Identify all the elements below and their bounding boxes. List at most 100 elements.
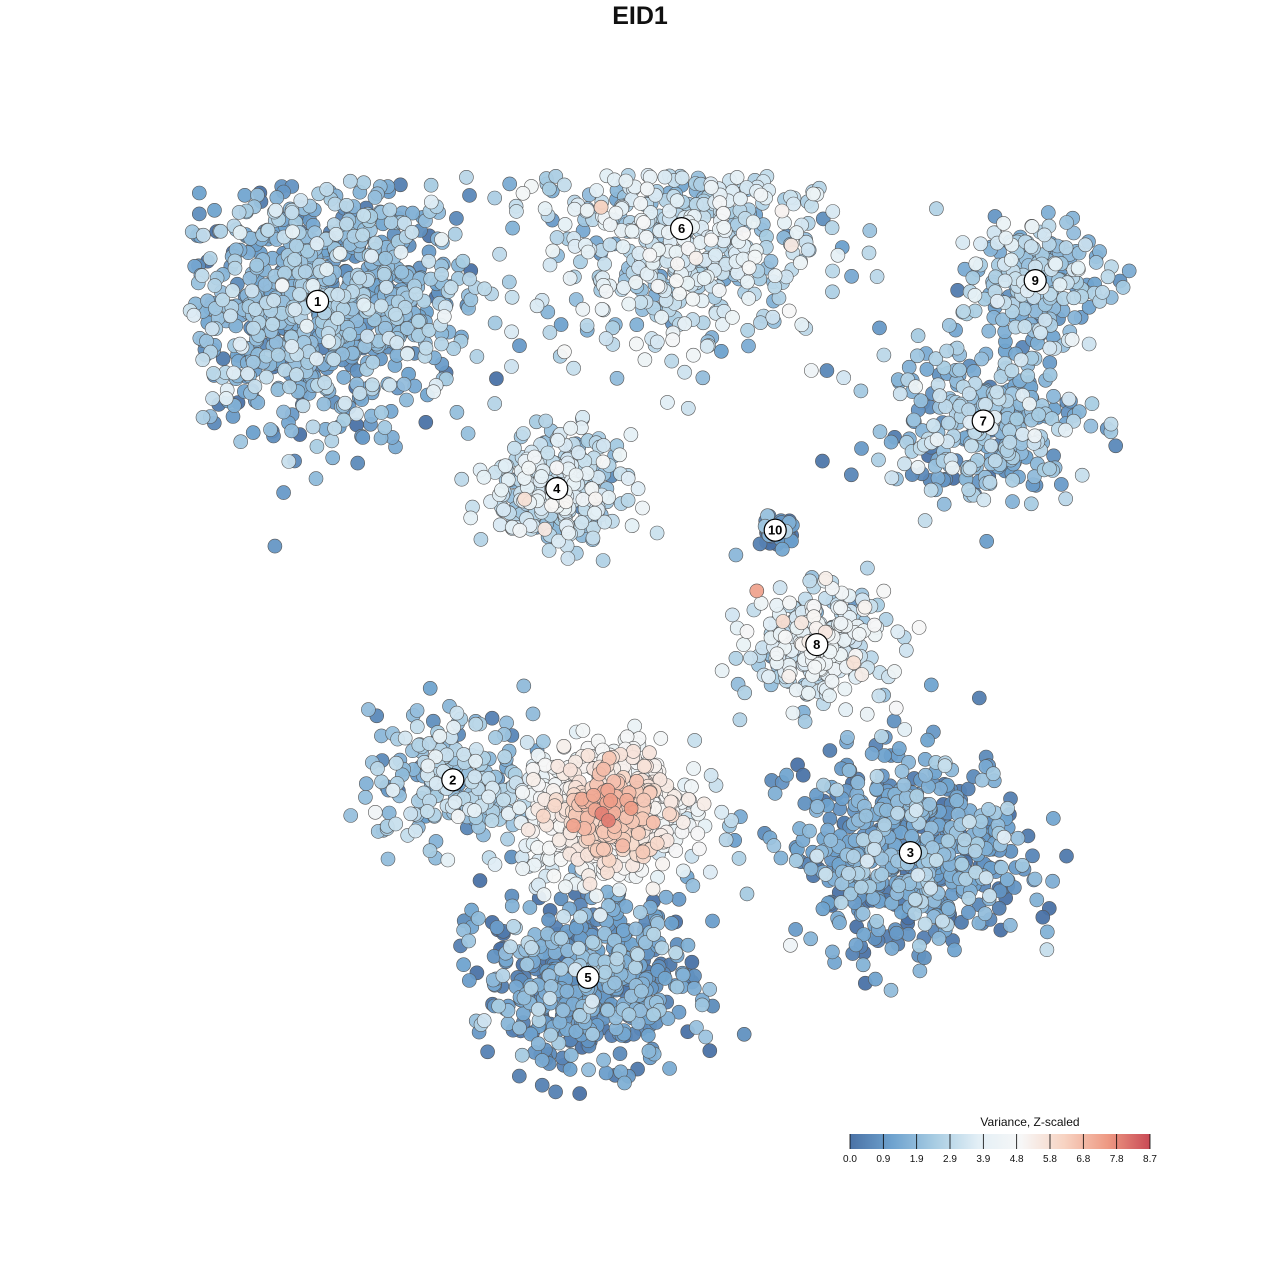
scatter-point bbox=[215, 351, 231, 367]
scatter-point bbox=[1000, 801, 1015, 816]
scatter-point bbox=[753, 315, 768, 331]
scatter-point bbox=[675, 863, 691, 879]
scatter-point bbox=[996, 216, 1011, 231]
svg-text:2: 2 bbox=[449, 772, 456, 787]
scatter-point bbox=[1070, 260, 1086, 276]
scatter-point bbox=[783, 238, 799, 253]
scatter-point bbox=[822, 743, 838, 758]
scatter-point bbox=[862, 223, 878, 238]
scatter-point bbox=[553, 930, 569, 946]
scatter-point bbox=[542, 257, 558, 273]
scatter-point bbox=[240, 366, 255, 382]
scatter-point bbox=[735, 226, 751, 241]
scatter-point bbox=[983, 438, 999, 454]
scatter-point bbox=[204, 321, 220, 337]
scatter-point bbox=[489, 371, 504, 387]
scatter-point bbox=[947, 942, 962, 958]
scatter-point bbox=[292, 287, 307, 302]
scatter-point bbox=[612, 1046, 628, 1061]
scatter-point bbox=[829, 782, 845, 798]
scatter-point bbox=[1040, 924, 1055, 940]
scatter-point bbox=[741, 338, 756, 354]
scatter-point bbox=[519, 735, 535, 750]
scatter-point bbox=[529, 298, 545, 314]
scatter-point bbox=[639, 229, 654, 245]
scatter-point bbox=[597, 256, 612, 272]
scatter-point bbox=[654, 940, 670, 956]
scatter-point bbox=[788, 853, 804, 868]
scatter-point bbox=[718, 832, 734, 848]
scatter-point bbox=[285, 224, 300, 240]
scatter-point bbox=[971, 690, 987, 706]
scatter-point bbox=[910, 460, 926, 475]
scatter-point bbox=[585, 1027, 600, 1042]
scatter-point bbox=[884, 470, 900, 486]
scatter-point bbox=[265, 316, 280, 332]
scatter-point bbox=[848, 937, 864, 953]
scatter-point bbox=[192, 185, 207, 201]
scatter-point bbox=[793, 255, 808, 271]
scatter-point bbox=[981, 802, 996, 817]
scatter-point bbox=[884, 941, 900, 956]
scatter-point bbox=[1005, 494, 1020, 509]
scatter-point bbox=[443, 280, 459, 295]
scatter-point bbox=[523, 980, 539, 996]
scatter-point bbox=[521, 460, 537, 476]
scatter-point bbox=[922, 796, 937, 812]
scatter-point bbox=[456, 957, 471, 973]
scatter-point bbox=[932, 388, 948, 404]
svg-text:10: 10 bbox=[768, 523, 782, 538]
scatter-point bbox=[195, 352, 210, 368]
scatter-point bbox=[869, 781, 884, 797]
scatter-point bbox=[487, 315, 503, 331]
scatter-point bbox=[789, 225, 804, 240]
svg-text:3: 3 bbox=[907, 845, 914, 860]
cluster-label-10: 10 bbox=[763, 518, 787, 542]
scatter-point bbox=[411, 313, 426, 329]
scatter-point bbox=[621, 296, 637, 312]
scatter-point bbox=[737, 685, 753, 701]
scatter-point bbox=[897, 456, 912, 472]
scatter-point bbox=[472, 873, 488, 888]
scatter-point bbox=[996, 829, 1012, 845]
scatter-point bbox=[962, 460, 978, 476]
scatter-point bbox=[447, 794, 463, 810]
scatter-point bbox=[319, 262, 335, 277]
scatter-point bbox=[957, 832, 972, 848]
scatter-point bbox=[923, 677, 939, 693]
scatter-point bbox=[579, 202, 595, 218]
scatter-point bbox=[687, 733, 703, 748]
scatter-point bbox=[728, 547, 744, 563]
scatter-point bbox=[855, 957, 871, 973]
scatter-point bbox=[859, 853, 875, 869]
scatter-point bbox=[960, 781, 976, 797]
scatter-point bbox=[594, 301, 610, 317]
scatter-point bbox=[685, 878, 701, 894]
scatter-point bbox=[293, 193, 309, 208]
scatter-point bbox=[487, 396, 503, 411]
scatter-point bbox=[1083, 418, 1099, 434]
scatter-point bbox=[840, 730, 855, 745]
scatter-point bbox=[287, 302, 303, 317]
scatter-point bbox=[584, 993, 600, 1009]
scatter-point bbox=[736, 637, 751, 652]
scatter-point bbox=[376, 266, 392, 282]
scatter-point bbox=[767, 268, 783, 284]
scatter-point bbox=[749, 583, 765, 599]
scatter-point bbox=[803, 931, 819, 947]
scatter-point bbox=[282, 379, 297, 395]
scatter-point bbox=[553, 961, 569, 977]
svg-text:6: 6 bbox=[678, 221, 685, 236]
scatter-point bbox=[675, 967, 691, 983]
scatter-point bbox=[421, 253, 437, 269]
scatter-point bbox=[382, 377, 398, 393]
scatter-point bbox=[434, 267, 449, 282]
scatter-point bbox=[1095, 285, 1110, 300]
scatter-point bbox=[531, 1001, 546, 1017]
scatter-point bbox=[1042, 355, 1058, 371]
scatter-point bbox=[711, 283, 727, 298]
scatter-point bbox=[890, 805, 906, 821]
scatter-point bbox=[955, 235, 971, 250]
scatter-point bbox=[284, 205, 300, 220]
scatter-point bbox=[585, 530, 601, 546]
